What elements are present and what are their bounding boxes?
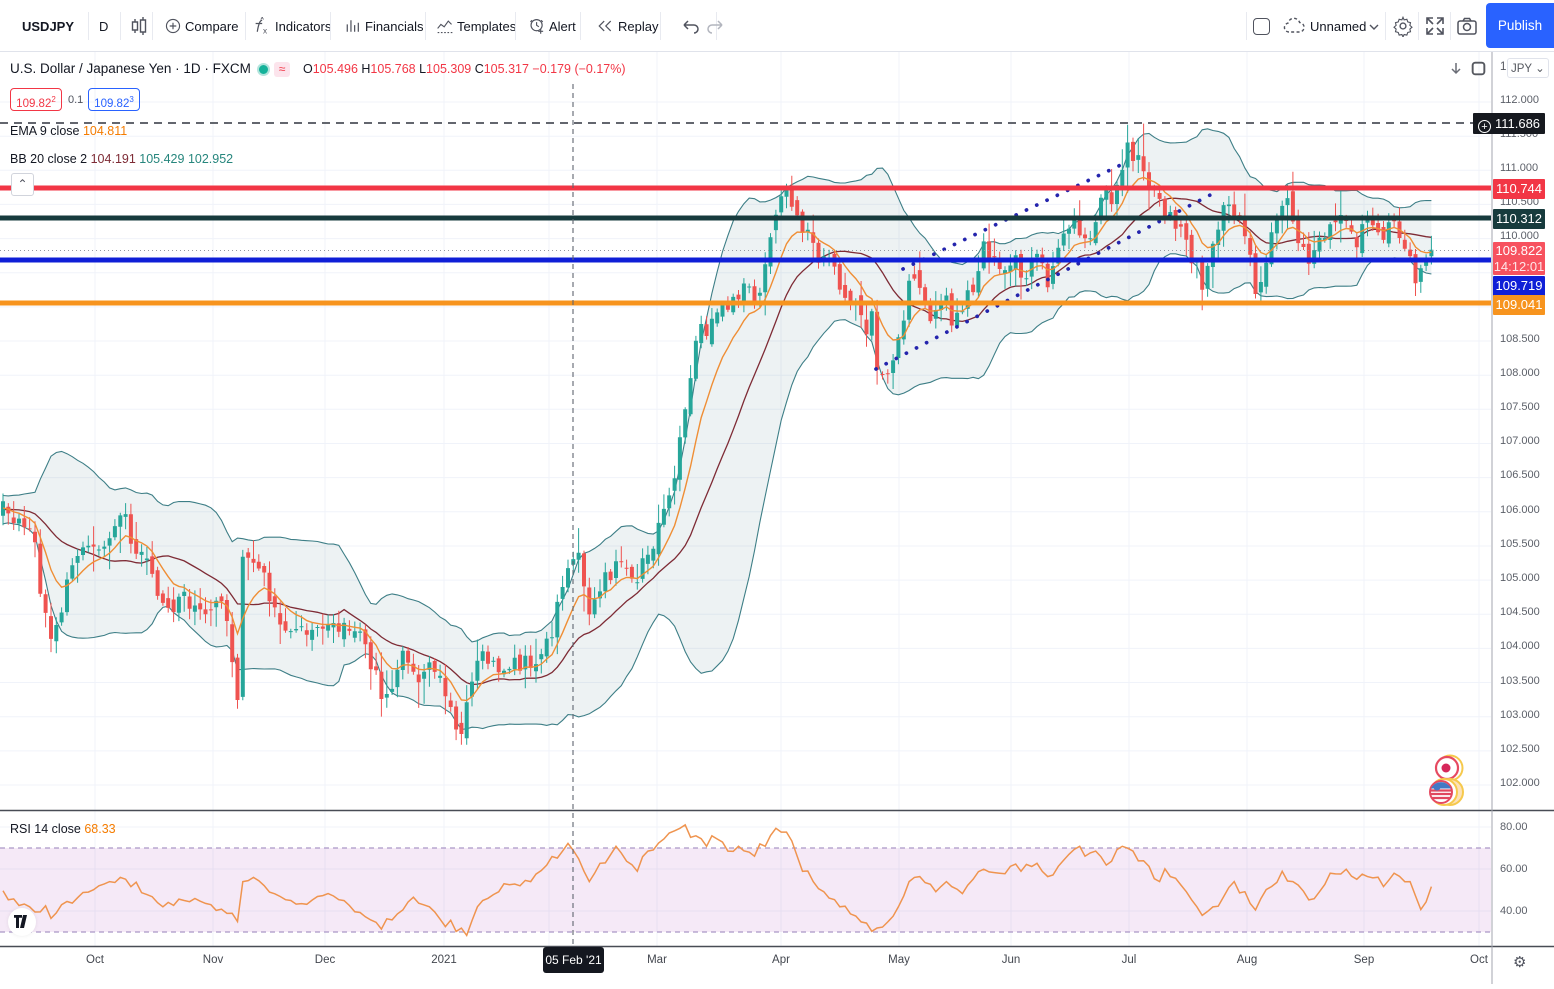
svg-text:x: x — [263, 26, 267, 35]
